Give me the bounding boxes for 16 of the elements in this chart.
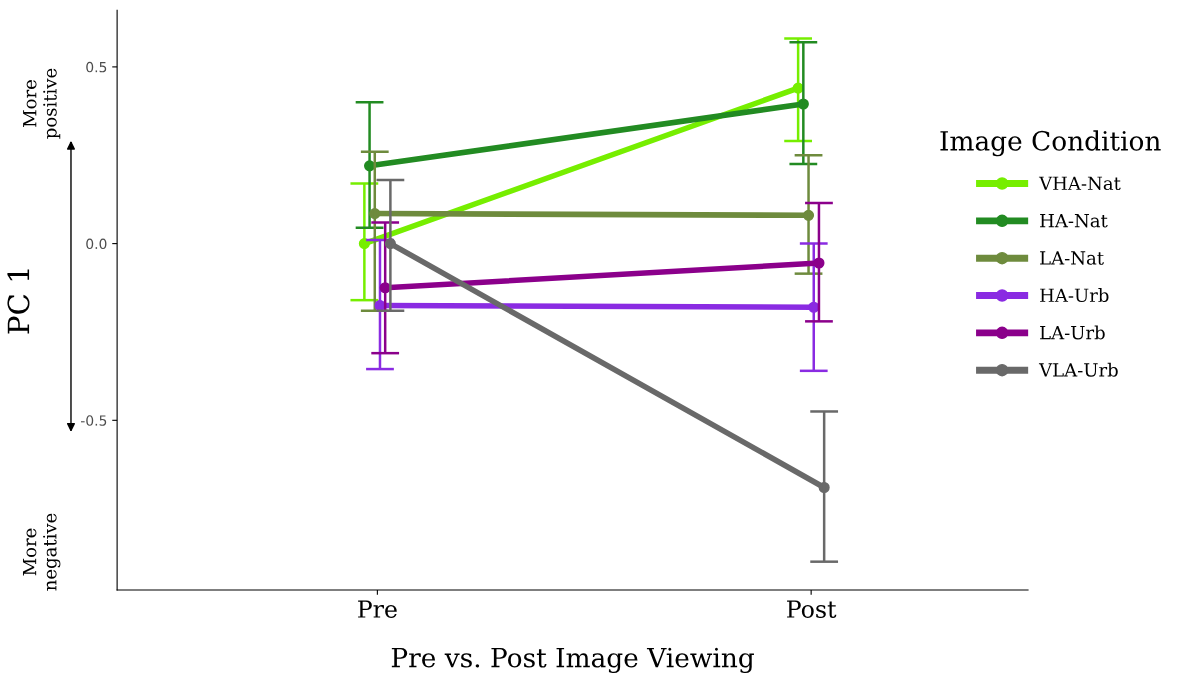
y-tick-label: 0.5: [86, 61, 107, 73]
x-axis-title: Pre vs. Post Image Viewing: [391, 647, 754, 674]
legend-label: VHA-Nat: [1038, 176, 1121, 191]
x-tick-label: Post: [787, 600, 837, 618]
legend-label: LA-Nat: [1040, 251, 1104, 265]
legend-label: HA-Nat: [1040, 214, 1108, 228]
y-tick-label: 0.0: [86, 238, 107, 250]
legend-label: HA-Urb: [1040, 288, 1109, 303]
y-axis-title: PC 1: [7, 269, 30, 334]
y-tick-label: -0.5: [80, 415, 107, 426]
text: More negative: [22, 513, 61, 591]
legend-label: LA-Urb: [1040, 325, 1105, 340]
x-tick-label: Pre: [358, 600, 397, 618]
legend-label: VLA-Urb: [1038, 362, 1118, 377]
text: More positive: [23, 68, 61, 139]
legend-title: Image Condition: [940, 130, 1161, 157]
